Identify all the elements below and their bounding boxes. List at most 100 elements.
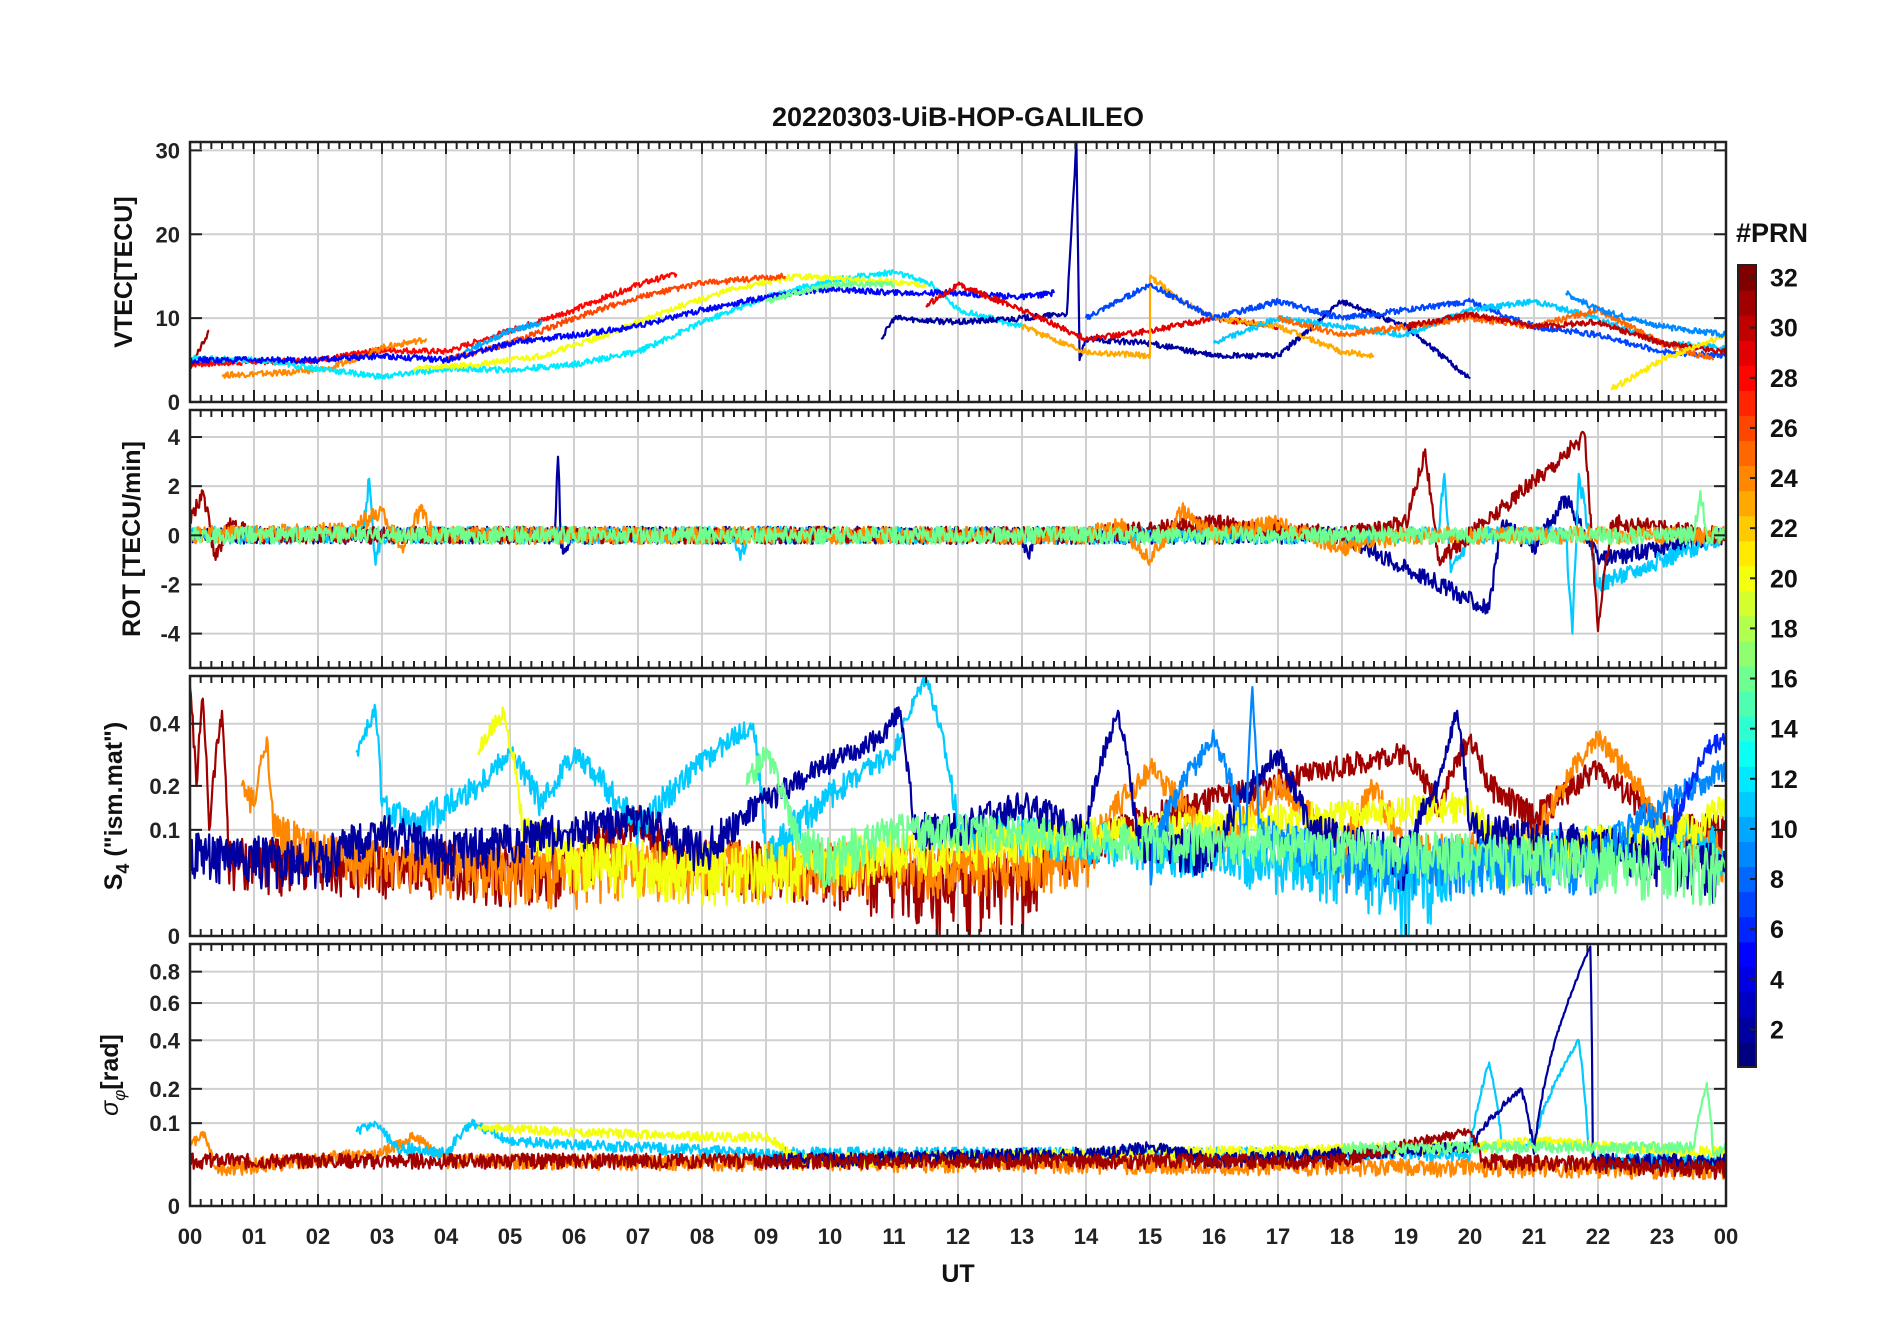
x-tick-label: 08 — [690, 1224, 714, 1249]
series-line-prn-20 — [412, 273, 928, 373]
panel-sigma-ticks: 0 0.1 0.2 0.4 0.6 0.8 — [149, 944, 1727, 1219]
x-tick-label: 18 — [1330, 1224, 1354, 1249]
colorbar-bands — [1738, 265, 1756, 1068]
colorbar-band — [1738, 816, 1756, 843]
colorbar-band — [1738, 490, 1756, 517]
colorbar-band — [1738, 515, 1756, 542]
colorbar-band — [1738, 390, 1756, 416]
colorbar-band — [1738, 265, 1756, 291]
colorbar-band — [1738, 691, 1756, 717]
colorbar-band — [1738, 991, 1756, 1018]
x-tick-label: 06 — [562, 1224, 586, 1249]
series-line-prn-7 — [1084, 282, 1726, 359]
series-line-prn-9 — [1565, 290, 1726, 339]
x-tick-label: 22 — [1586, 1224, 1610, 1249]
y-tick-label: 0.1 — [149, 818, 180, 843]
y-tick-label: 30 — [156, 138, 180, 163]
colorbar-band — [1738, 791, 1756, 817]
colorbar-tick-label: 24 — [1770, 465, 1798, 493]
colorbar-band — [1738, 340, 1756, 366]
colorbar-tick-label: 2 — [1770, 1016, 1784, 1044]
colorbar-title: #PRN — [1736, 218, 1808, 248]
x-tick-label: 09 — [754, 1224, 778, 1249]
x-tick-label: 07 — [626, 1224, 650, 1249]
colorbar-tick-label: 28 — [1770, 365, 1798, 393]
x-tick-label: 03 — [370, 1224, 394, 1249]
colorbar-band — [1738, 766, 1756, 792]
x-tick-label: 01 — [242, 1224, 266, 1249]
colorbar-band — [1738, 540, 1756, 567]
y-tick-label: -4 — [160, 622, 180, 647]
series-line-prn-12 — [190, 269, 1024, 380]
x-tick-label: 00 — [1714, 1224, 1738, 1249]
sigma-ylabel: σφ[rad] — [96, 1034, 129, 1116]
panel-sigma-series — [190, 945, 1726, 1181]
colorbar-band — [1738, 866, 1756, 893]
vtec-ylabel: VTEC[TECU] — [110, 196, 138, 347]
colorbar-tick-label: 22 — [1770, 515, 1798, 543]
colorbar-band — [1738, 916, 1756, 943]
series-line-prn-11 — [355, 1038, 1726, 1171]
colorbar-tick-label: 16 — [1770, 666, 1798, 694]
panel-rot-series — [190, 430, 1726, 635]
colorbar-tick-label: 4 — [1770, 966, 1784, 994]
y-tick-label: 10 — [156, 306, 180, 331]
colorbar-band — [1738, 741, 1756, 767]
series-line-prn-6 — [1660, 732, 1726, 867]
series-line-prn-16 — [745, 746, 1726, 907]
colorbar-band — [1738, 415, 1756, 442]
y-tick-label: 0 — [168, 523, 180, 548]
series-line-prn-16 — [190, 490, 1726, 546]
colorbar-band — [1738, 1041, 1756, 1068]
x-tick-label: 20 — [1458, 1224, 1482, 1249]
y-tick-label: -2 — [160, 572, 180, 597]
series-line-prn-30 — [1405, 311, 1726, 355]
x-tick-label: 15 — [1138, 1224, 1162, 1249]
colorbar-band — [1738, 640, 1756, 667]
series-line-prn-21 — [1610, 333, 1726, 391]
y-tick-label: 0 — [168, 1194, 180, 1219]
series-line-prn-16 — [1340, 1081, 1726, 1158]
y-tick-label: 0.6 — [149, 991, 180, 1016]
panel-s4: 0 0.1 0.2 0.4 S4 ("ism.mat") — [100, 674, 1728, 949]
series-line-prn-5 — [190, 285, 1056, 365]
x-tick-label: 21 — [1522, 1224, 1546, 1249]
colorbar-band — [1738, 966, 1756, 993]
y-tick-label: 0 — [168, 390, 180, 415]
panel-s4-series — [190, 676, 1726, 936]
colorbar-tick-label: 12 — [1770, 766, 1798, 794]
colorbar-band — [1738, 1016, 1756, 1043]
colorbar-tick-label: 6 — [1770, 916, 1784, 944]
x-tick-label: 12 — [946, 1224, 970, 1249]
x-tick-label: 14 — [1074, 1224, 1099, 1249]
series-line-prn-31 — [190, 1127, 1726, 1180]
y-tick-label: 0 — [168, 924, 180, 949]
x-tick-label: 19 — [1394, 1224, 1418, 1249]
x-tick-label: 16 — [1202, 1224, 1226, 1249]
y-tick-label: 0.2 — [149, 1077, 180, 1102]
colorbar-band — [1738, 315, 1756, 341]
x-tick-label: 13 — [1010, 1224, 1034, 1249]
colorbar-tick-label: 26 — [1770, 415, 1798, 443]
series-line-prn-10 — [464, 320, 543, 353]
colorbar-tick-label: 32 — [1770, 265, 1798, 293]
x-axis-ticks: 00 01 02 03 04 05 06 07 08 09 10 11 12 13 14 15 16 17 18 19… — [178, 1224, 1738, 1249]
x-tick-label: 11 — [882, 1224, 905, 1249]
y-tick-label: 0.1 — [149, 1111, 180, 1136]
series-line-prn-25 — [1277, 306, 1715, 361]
x-tick-label: 00 — [178, 1224, 202, 1249]
series-line-prn-16 — [765, 280, 896, 304]
x-tick-label: 04 — [434, 1224, 459, 1249]
panel-rot: -4 -2 0 2 4 ROT [TECU/min] — [118, 408, 1728, 670]
colorbar-tick-label: 14 — [1770, 716, 1798, 744]
panel-vtec-series — [190, 142, 1726, 391]
series-line-prn-29 — [925, 281, 1280, 342]
y-tick-label: 0.8 — [149, 960, 180, 985]
y-tick-label: 4 — [168, 425, 181, 450]
x-tick-label: 23 — [1650, 1224, 1674, 1249]
colorbar-tick-label: 8 — [1770, 866, 1784, 894]
x-axis-label: UT — [941, 1260, 974, 1288]
y-tick-label: 20 — [156, 222, 180, 247]
